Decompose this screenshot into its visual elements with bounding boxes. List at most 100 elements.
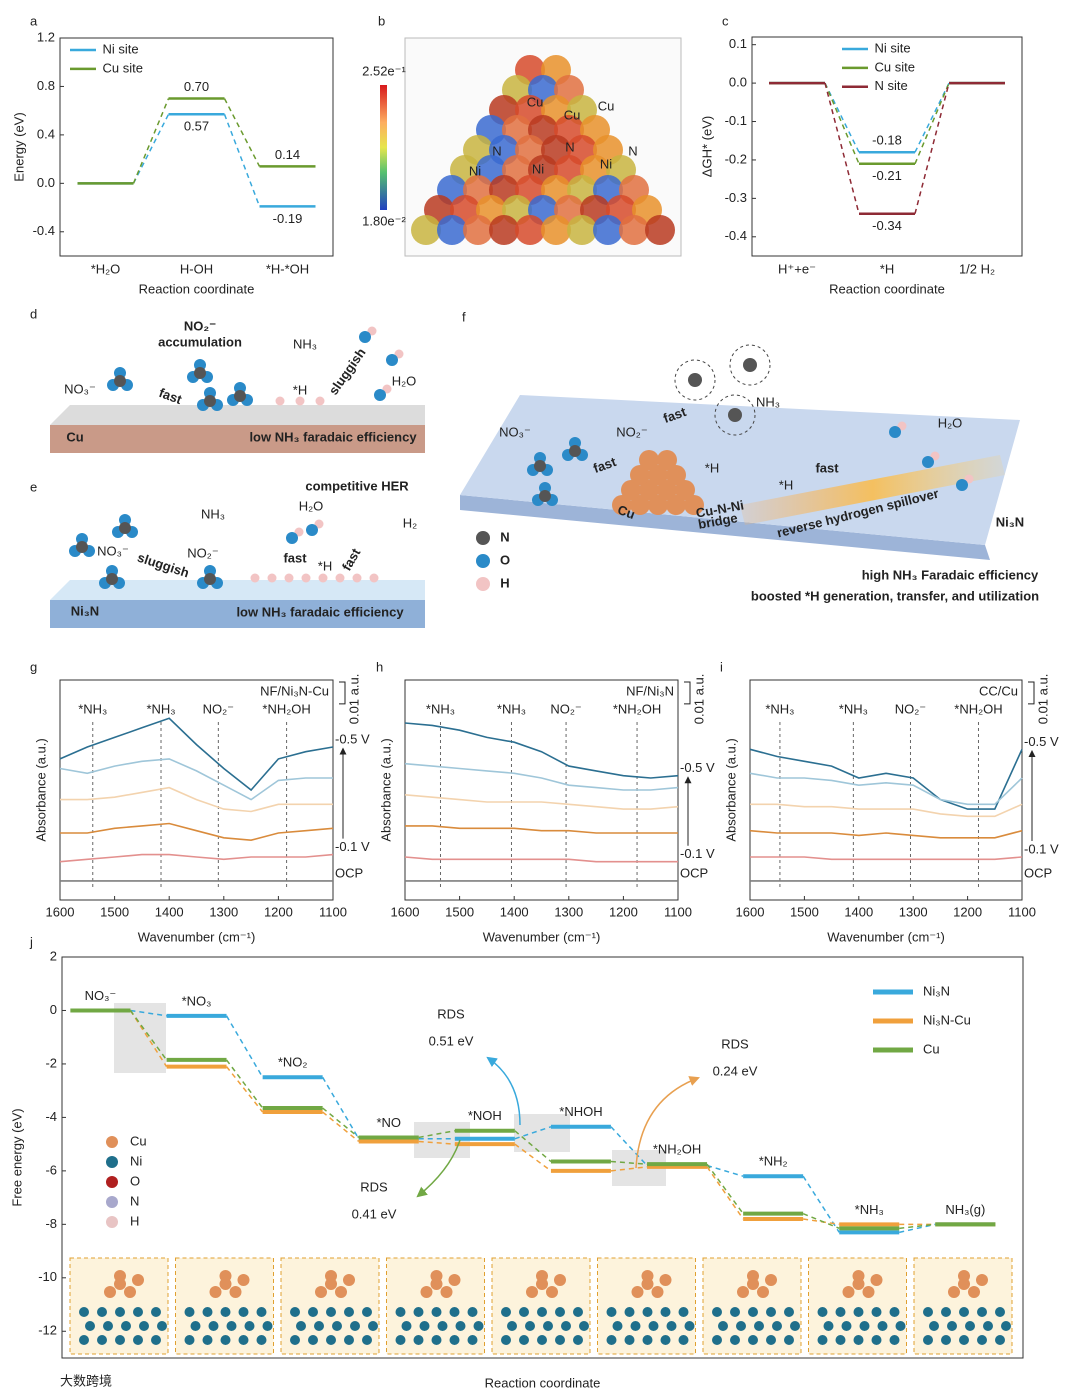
series-label: -0.1 V xyxy=(680,846,715,861)
step-label: NO₃⁻ xyxy=(85,988,117,1003)
n-atom xyxy=(204,573,216,585)
ni-atom xyxy=(308,1335,318,1345)
connector xyxy=(514,1126,552,1140)
scheme-label: N xyxy=(500,529,509,544)
scheme-label: NH₃ xyxy=(201,506,225,521)
plot-frame xyxy=(749,679,1023,901)
o-atom xyxy=(359,331,371,343)
ni-atom xyxy=(537,1335,547,1345)
o-atom xyxy=(374,389,386,401)
rds-title: RDS xyxy=(721,1036,749,1051)
ni-atom xyxy=(256,1307,267,1317)
atom-tag: N xyxy=(565,139,574,154)
marker-label: *NH₂OH xyxy=(262,701,310,716)
ni-atom xyxy=(895,1321,906,1331)
connector xyxy=(132,113,170,184)
cu-atom xyxy=(651,1286,664,1298)
panel-label: a xyxy=(30,13,38,28)
rds-title: RDS xyxy=(437,1006,465,1021)
surface-atom xyxy=(619,215,649,245)
scheme-label: NO₃⁻ xyxy=(499,424,531,439)
panel-label: j xyxy=(29,934,33,949)
plot-frame xyxy=(61,956,1024,1359)
cu-atom xyxy=(430,1278,443,1290)
scheme-label: Cu xyxy=(616,502,637,522)
ni-atom xyxy=(467,1335,478,1345)
atom-tag: Ni xyxy=(532,161,544,176)
ni-atom xyxy=(290,1307,300,1317)
o-atom xyxy=(306,524,318,536)
cu-atom xyxy=(666,465,686,485)
ni-atom xyxy=(660,1335,671,1345)
h-adsorbed xyxy=(250,573,260,583)
rds-shade xyxy=(514,1114,570,1152)
scheme-label: NO₂⁻ xyxy=(184,318,216,333)
slab-edge xyxy=(460,495,990,560)
h-adsorbed xyxy=(369,573,379,583)
ni-atom xyxy=(419,1321,430,1331)
ni-atom xyxy=(889,1307,900,1317)
ni-atom xyxy=(501,1307,511,1317)
cu-atom xyxy=(948,1286,960,1298)
ni-atom xyxy=(772,1321,782,1331)
ni-atom xyxy=(202,1335,213,1345)
atom-tag: Ni xyxy=(469,163,481,178)
connector xyxy=(706,1164,744,1177)
spectrum xyxy=(59,717,334,792)
ni-atom xyxy=(666,1321,677,1331)
spectrum xyxy=(59,758,333,801)
cu-atom xyxy=(612,495,632,515)
spectrum xyxy=(750,856,1023,861)
cu-atom xyxy=(630,495,650,515)
scheme-label: competitive HER xyxy=(305,478,409,493)
spectrum xyxy=(404,722,679,779)
scheme-label: *H xyxy=(293,382,307,397)
ni-atom xyxy=(941,1335,951,1345)
ni-atom xyxy=(835,1307,846,1317)
ni-atom xyxy=(151,1335,161,1345)
series-label: -0.5 V xyxy=(680,760,715,775)
y-tick-label: 0.0 xyxy=(729,75,747,90)
scheme-label: NO₂⁻ xyxy=(616,424,647,439)
cu-atom xyxy=(737,1286,749,1298)
cu-atom xyxy=(219,1278,232,1290)
step-label: *NO₂ xyxy=(278,1055,308,1070)
ni-atom xyxy=(959,1335,969,1345)
y-tick-label: -0.3 xyxy=(725,190,747,205)
slab xyxy=(460,395,1020,545)
ni-atom xyxy=(97,1335,107,1345)
atom-tag: Cu xyxy=(527,94,544,109)
ni-atom xyxy=(226,1321,237,1331)
connector xyxy=(225,1066,264,1113)
cu-atom xyxy=(675,480,695,500)
ni-atom xyxy=(965,1321,975,1331)
h-atom xyxy=(897,421,907,431)
legend-label: Cu site xyxy=(875,59,915,74)
atom-swatch xyxy=(106,1156,118,1168)
rds-title: RDS xyxy=(360,1179,388,1194)
y-tick-label: -8 xyxy=(45,1216,57,1231)
ni-atom xyxy=(133,1335,143,1345)
connector xyxy=(223,98,261,167)
rds-value: 0.51 eV xyxy=(429,1033,474,1048)
spectrum xyxy=(404,762,679,791)
h-adsorbed xyxy=(275,396,285,406)
y-tick-label: 0 xyxy=(50,1002,57,1017)
cu-atom xyxy=(666,495,686,515)
ni-atom xyxy=(684,1321,695,1331)
cu-atom xyxy=(870,1274,883,1286)
ni-atom xyxy=(238,1307,249,1317)
atom-tag: N xyxy=(628,143,637,158)
scheme-label: *H xyxy=(318,558,332,573)
cu-atom xyxy=(958,1278,970,1290)
ni-atom xyxy=(413,1307,424,1317)
ni-atom xyxy=(190,1321,201,1331)
h-adsorbed xyxy=(301,573,311,583)
ni-atom xyxy=(712,1307,722,1317)
surface-atom xyxy=(541,215,571,245)
series-label: OCP xyxy=(680,865,708,880)
ni-atom xyxy=(115,1307,125,1317)
plot-frame xyxy=(751,36,1023,257)
ni-atom xyxy=(871,1307,882,1317)
